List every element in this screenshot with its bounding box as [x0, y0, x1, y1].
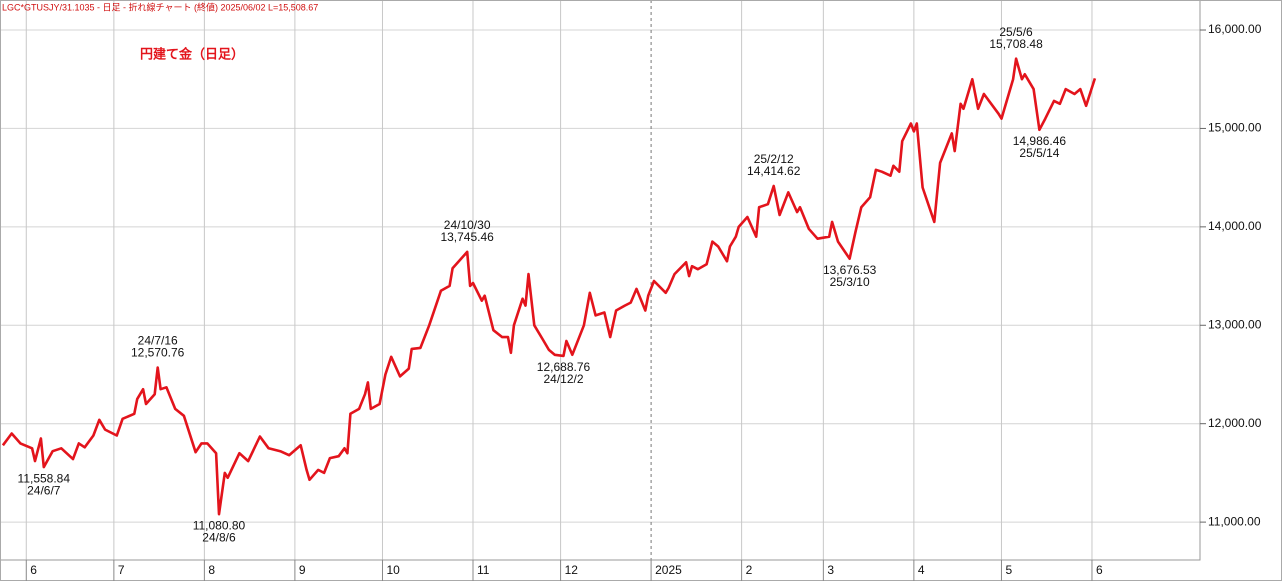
- x-tick-label: 12: [565, 563, 579, 577]
- x-tick-label: 4: [918, 563, 925, 577]
- x-tick-label: 8: [208, 563, 215, 577]
- x-tick-label: 11: [477, 563, 490, 577]
- y-tick-label: 15,000.00: [1208, 121, 1262, 135]
- grid: [0, 0, 1200, 560]
- annotation: 24/12/2: [543, 372, 583, 386]
- price-line: [1, 57, 1097, 516]
- annotation: 14,414.62: [747, 164, 801, 178]
- annotation: 25/5/14: [1019, 146, 1059, 160]
- annotation: 12,570.76: [131, 346, 185, 360]
- x-tick-label: 7: [118, 563, 125, 577]
- annotation: 24/10/30: [444, 218, 491, 232]
- y-tick-label: 13,000.00: [1208, 317, 1262, 331]
- annotation: 25/5/6: [999, 25, 1033, 39]
- annotation: 25/2/12: [754, 152, 794, 166]
- y-tick-label: 14,000.00: [1208, 219, 1262, 233]
- x-tick-label: 10: [386, 563, 400, 577]
- annotation: 24/6/7: [27, 483, 61, 497]
- annotation: 15,708.48: [989, 37, 1043, 51]
- chart-title: 円建て金（日足）: [140, 46, 244, 61]
- y-tick-label: 16,000.00: [1208, 22, 1262, 36]
- annotation: 24/7/16: [138, 334, 178, 348]
- annotation: 13,676.53: [823, 263, 877, 277]
- annotation: 11,558.84: [18, 471, 71, 485]
- x-tick-label: 2: [746, 563, 753, 577]
- x-tick-label: 9: [299, 563, 306, 577]
- x-tick-label: 6: [30, 563, 37, 577]
- annotation: 24/8/6: [202, 530, 236, 544]
- annotation: 11,080.80: [193, 518, 246, 532]
- annotation: 25/3/10: [830, 275, 870, 289]
- y-tick-label: 12,000.00: [1208, 416, 1262, 430]
- y-tick-label: 11,000.00: [1208, 514, 1261, 528]
- annotation: 13,745.46: [440, 230, 494, 244]
- plot: [1, 57, 1097, 516]
- annotation: 14,986.46: [1013, 134, 1067, 148]
- annotation: 12,688.76: [537, 360, 591, 374]
- x-tick-label: 5: [1005, 563, 1012, 577]
- x-tick-label: 3: [827, 563, 834, 577]
- header: LGC*GTUSJY/31.1035 - 日足 - 折れ線チャート (終値) 2…: [2, 1, 318, 12]
- x-tick-label: 2025: [655, 563, 682, 577]
- x-tick-label: 6: [1096, 563, 1103, 577]
